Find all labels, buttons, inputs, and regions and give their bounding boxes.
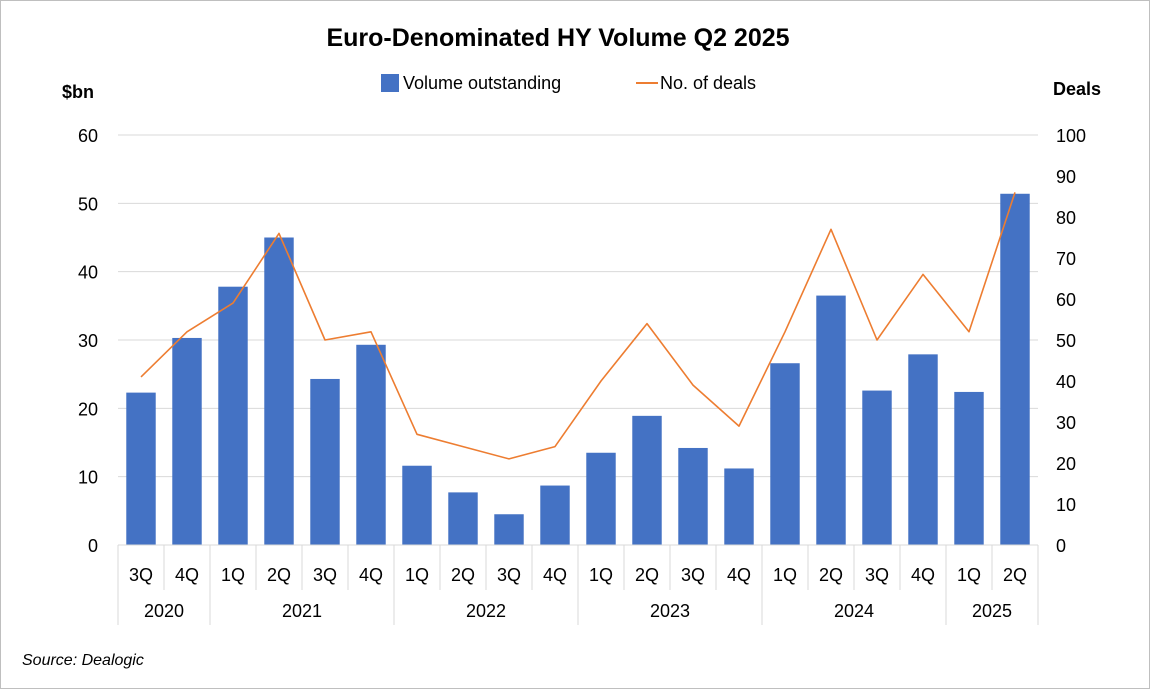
volume-bar	[356, 344, 386, 545]
quarter-label: 4Q	[359, 565, 383, 585]
volume-bar	[172, 337, 202, 545]
right-tick-label: 10	[1056, 495, 1076, 515]
year-label: 2024	[834, 601, 874, 621]
right-tick-label: 100	[1056, 126, 1086, 146]
volume-bar	[816, 295, 846, 545]
legend: Volume outstanding No. of deals	[381, 73, 756, 93]
quarter-label: 4Q	[727, 565, 751, 585]
year-label: 2025	[972, 601, 1012, 621]
quarter-label: 1Q	[589, 565, 613, 585]
quarter-label: 4Q	[911, 565, 935, 585]
quarter-label: 3Q	[865, 565, 889, 585]
right-tick-label: 0	[1056, 536, 1066, 556]
right-tick-label: 90	[1056, 167, 1076, 187]
quarter-label: 1Q	[773, 565, 797, 585]
volume-bar	[494, 514, 524, 545]
volume-bar	[1000, 193, 1030, 545]
right-tick-label: 40	[1056, 372, 1076, 392]
left-tick-label: 0	[88, 536, 98, 556]
quarter-label: 3Q	[313, 565, 337, 585]
left-tick-label: 50	[78, 194, 98, 214]
left-tick-label: 10	[78, 468, 98, 488]
left-tick-label: 60	[78, 126, 98, 146]
right-axis-ticks: 0 10 20 30 40 50 60 70 80 90 100	[1056, 126, 1086, 556]
quarter-label: 2Q	[635, 565, 659, 585]
source-note: Source: Dealogic	[22, 652, 144, 669]
volume-bar	[218, 286, 248, 545]
volume-bar	[954, 391, 984, 545]
volume-bar	[862, 390, 892, 545]
right-tick-label: 50	[1056, 331, 1076, 351]
left-tick-label: 40	[78, 263, 98, 283]
quarter-label: 2Q	[267, 565, 291, 585]
left-axis-unit-label: $bn	[62, 82, 94, 102]
quarter-label: 2Q	[451, 565, 475, 585]
year-label: 2022	[466, 601, 506, 621]
right-tick-label: 70	[1056, 249, 1076, 269]
volume-bar	[632, 415, 662, 545]
quarter-label: 2Q	[1003, 565, 1027, 585]
left-tick-label: 30	[78, 331, 98, 351]
quarter-label: 2Q	[819, 565, 843, 585]
quarter-label: 1Q	[405, 565, 429, 585]
year-label: 2023	[650, 601, 690, 621]
quarter-label: 3Q	[497, 565, 521, 585]
quarter-label: 1Q	[221, 565, 245, 585]
volume-bar	[724, 468, 754, 545]
deals-line	[140, 192, 1016, 460]
volume-bar	[678, 447, 708, 545]
volume-bar	[310, 378, 340, 545]
quarter-label: 4Q	[175, 565, 199, 585]
volume-bar	[586, 452, 616, 545]
quarter-label: 3Q	[681, 565, 705, 585]
right-tick-label: 20	[1056, 454, 1076, 474]
quarter-label: 3Q	[129, 565, 153, 585]
left-axis-ticks: 0 10 20 30 40 50 60	[78, 126, 98, 556]
volume-bar	[264, 237, 294, 545]
legend-bar-label: Volume outstanding	[403, 73, 561, 93]
right-axis-unit-label: Deals	[1053, 79, 1101, 99]
right-tick-label: 60	[1056, 290, 1076, 310]
year-label: 2020	[144, 601, 184, 621]
right-tick-label: 80	[1056, 208, 1076, 228]
legend-bar-swatch	[381, 74, 399, 92]
volume-bar	[448, 492, 478, 545]
volume-bar	[908, 354, 938, 545]
volume-bar	[402, 465, 432, 545]
legend-line-label: No. of deals	[660, 73, 756, 93]
quarter-label: 4Q	[543, 565, 567, 585]
volume-bar	[540, 485, 570, 545]
deals-line-path	[140, 192, 1016, 460]
volume-bars	[126, 193, 1030, 545]
quarter-label: 1Q	[957, 565, 981, 585]
right-tick-label: 30	[1056, 413, 1076, 433]
left-tick-label: 20	[78, 399, 98, 419]
year-label: 2021	[282, 601, 322, 621]
category-axis: 3Q 4Q 1Q 2Q 3Q 4Q 1Q 2Q 3Q 4Q 1Q 2Q 3Q 4Q 1Q 2Q 3Q 4Q 1Q 2Q…	[117, 544, 1039, 625]
chart-title: Euro-Denominated HY Volume Q2 2025	[326, 24, 789, 52]
volume-bar	[770, 363, 800, 545]
volume-bar	[126, 392, 156, 545]
